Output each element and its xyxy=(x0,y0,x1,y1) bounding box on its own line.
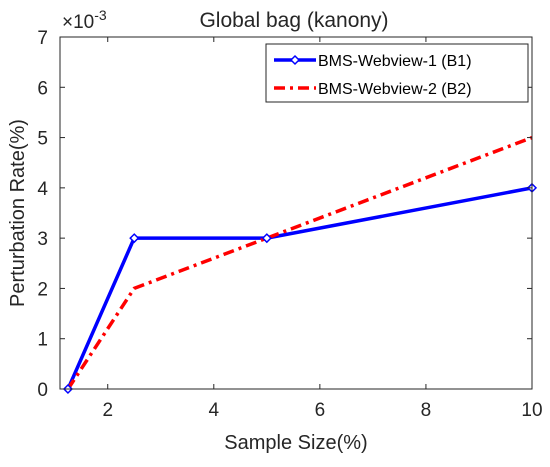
y-tick-label: 1 xyxy=(37,330,48,351)
legend-label-b2: BMS-Webview-2 (B2) xyxy=(318,81,472,98)
y-axis-title: Perturbation Rate(%) xyxy=(7,119,29,307)
plot-area-frame xyxy=(59,36,533,390)
x-tick-label: 10 xyxy=(521,400,542,421)
data-point-1-3 xyxy=(261,233,272,244)
y-exponent-label: ×10-3 xyxy=(62,7,107,33)
y-tick-label: 2 xyxy=(37,279,48,300)
series-line-2 xyxy=(66,135,533,390)
data-point-1-2 xyxy=(129,233,140,244)
series-line-1 xyxy=(66,186,533,390)
x-tick-label: 8 xyxy=(421,400,432,421)
y-tick-label: 4 xyxy=(37,179,48,200)
legend-marker-b1 xyxy=(289,54,301,66)
y-exponent-base: ×10 xyxy=(62,12,94,33)
x-tick-label: 4 xyxy=(209,400,220,421)
y-exponent-power: -3 xyxy=(94,7,107,23)
legend: BMS-Webview-1 (B1) BMS-Webview-2 (B2) xyxy=(265,43,529,103)
svg-text:×10-3: ×10-3 xyxy=(62,7,107,33)
y-tick-label: 0 xyxy=(37,380,48,401)
legend-label-b1: BMS-Webview-1 (B1) xyxy=(318,53,472,70)
y-tick-label: 7 xyxy=(37,28,48,49)
y-tick-label: 3 xyxy=(37,229,48,250)
y-tick-label: 5 xyxy=(37,129,48,150)
y-tick-label: 6 xyxy=(37,78,48,99)
x-axis-title: Sample Size(%) xyxy=(224,432,367,454)
legend-box xyxy=(265,43,529,103)
x-tick-label: 6 xyxy=(315,400,326,421)
chart-title: Global bag (kanony) xyxy=(199,9,388,32)
x-tick-label: 2 xyxy=(102,400,113,421)
